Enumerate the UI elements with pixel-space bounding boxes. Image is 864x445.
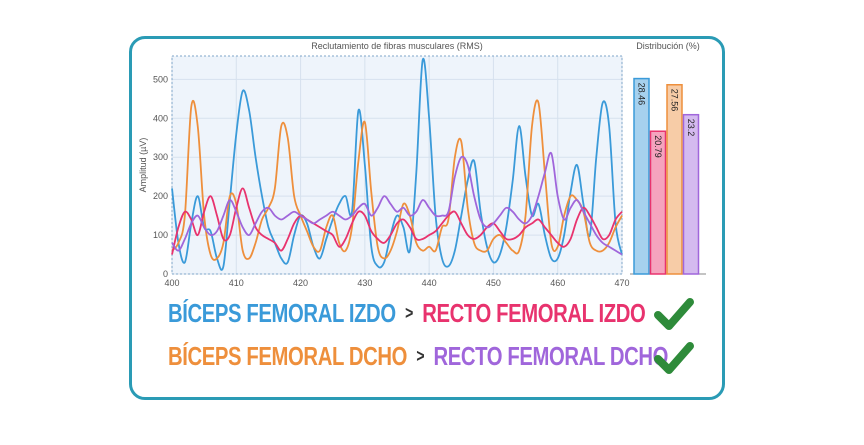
distribution-bar [649,130,667,275]
check-icon [654,298,694,330]
y-tick-label: 400 [153,113,168,123]
x-tick-label: 410 [229,278,244,288]
y-tick-label: 500 [153,74,168,84]
y-tick-label: 0 [163,269,168,279]
x-tick-label: 440 [422,278,437,288]
distribution-title: Distribución (%) [636,41,700,51]
series-line-3 [171,187,623,255]
legend-row-1: BÍCEPS FEMORAL IZDO > RECTO FEMORAL IZDO [168,298,646,329]
series-line-2 [171,99,623,261]
y-tick-label: 200 [153,191,168,201]
x-tick-label: 460 [550,278,565,288]
line-chart-title: Reclutamiento de fibras musculares (RMS) [311,41,483,51]
legend-biceps-dcho: BÍCEPS FEMORAL DCHO [168,341,407,371]
legend-recto-izdo: RECTO FEMORAL IZDO [422,298,646,328]
y-tick-label: 100 [153,230,168,240]
x-tick-label: 470 [614,278,629,288]
legend-separator: > [405,303,413,323]
bar-value-label: 23.2 [686,119,696,137]
plot-border [171,55,623,275]
series-line-1 [171,57,623,271]
check-icon [654,342,694,374]
legend-recto-dcho: RECTO FEMORAL DCHO [433,341,669,371]
x-tick-label: 430 [357,278,372,288]
bar-value-label: 28.46 [637,83,647,106]
bar-value-label: 27.56 [670,89,680,112]
distribution-bar [633,77,650,275]
distribution-bar [682,113,700,275]
legend-row-2: BÍCEPS FEMORAL DCHO > RECTO FEMORAL DCHO [168,341,668,372]
y-axis-label: Amplitud (µV) [138,138,148,193]
distribution-bar [666,84,683,275]
x-tick-label: 450 [486,278,501,288]
x-tick-label: 420 [293,278,308,288]
plot-area [172,56,622,274]
bar-value-label: 20.79 [653,135,663,158]
legend-separator: > [416,346,425,366]
series-line-4 [171,151,623,256]
y-tick-label: 300 [153,152,168,162]
legend-biceps-izdo: BÍCEPS FEMORAL IZDO [168,298,396,328]
x-tick-label: 400 [164,278,179,288]
